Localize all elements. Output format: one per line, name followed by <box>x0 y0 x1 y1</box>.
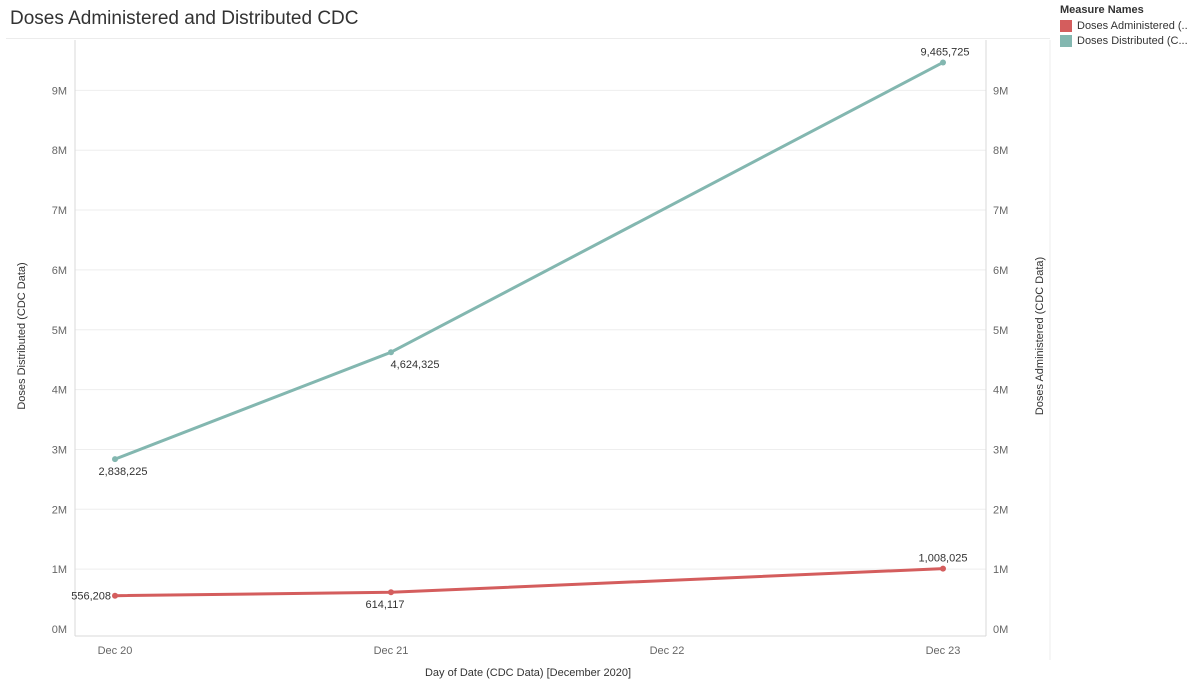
legend-item-administered[interactable]: Doses Administered (... <box>1060 20 1196 32</box>
y-tick-label-right: 7M <box>993 205 1008 217</box>
data-point <box>388 589 394 596</box>
y-tick-label-right: 9M <box>993 85 1008 97</box>
legend-swatch-administered <box>1060 20 1072 32</box>
legend-label-administered: Doses Administered (... <box>1077 20 1187 32</box>
y-tick-label-right: 6M <box>993 265 1008 277</box>
x-tick-label: Dec 23 <box>926 645 961 657</box>
y-tick-label-right: 8M <box>993 145 1008 157</box>
chart-title: Doses Administered and Distributed CDC <box>10 8 359 29</box>
y-axis-title-left: Doses Distributed (CDC Data) <box>16 262 28 409</box>
y-tick-label-left: 8M <box>52 145 67 157</box>
x-axis-title: Day of Date (CDC Data) [December 2020] <box>425 667 631 679</box>
x-tick-label: Dec 21 <box>374 645 409 657</box>
legend: Measure Names Doses Administered (... Do… <box>1060 4 1196 50</box>
data-label: 556,208 <box>71 591 111 603</box>
data-label: 614,117 <box>366 599 405 611</box>
data-point <box>940 59 946 66</box>
data-point <box>940 565 946 572</box>
y-tick-label-left: 2M <box>52 504 67 516</box>
x-tick-label: Dec 20 <box>98 645 133 657</box>
data-label: 9,465,725 <box>921 46 970 58</box>
legend-item-distributed[interactable]: Doses Distributed (C... <box>1060 35 1196 47</box>
y-tick-label-left: 4M <box>52 385 67 397</box>
y-tick-label-right: 1M <box>993 564 1008 576</box>
y-tick-label-left: 3M <box>52 444 67 456</box>
y-tick-label-right: 2M <box>993 504 1008 516</box>
x-tick-label: Dec 22 <box>650 645 685 657</box>
y-tick-label-right: 5M <box>993 325 1008 337</box>
y-axis-title-right: Doses Administered (CDC Data) <box>1034 257 1046 415</box>
series-line-distributed <box>114 61 944 461</box>
y-tick-label-left: 7M <box>52 205 67 217</box>
data-point <box>112 456 118 463</box>
title-divider <box>6 38 1050 39</box>
legend-title: Measure Names <box>1060 4 1144 16</box>
data-point <box>388 349 394 356</box>
legend-label-distributed: Doses Distributed (C... <box>1077 35 1187 47</box>
data-label: 2,838,225 <box>99 466 148 478</box>
series-line-administered <box>114 567 944 598</box>
legend-swatch-distributed <box>1060 35 1072 47</box>
data-label: 1,008,025 <box>919 553 968 565</box>
y-tick-label-left: 9M <box>52 85 67 97</box>
y-tick-label-left: 0M <box>52 624 67 636</box>
data-point <box>112 592 118 599</box>
y-tick-label-right: 4M <box>993 385 1008 397</box>
y-tick-label-left: 6M <box>52 265 67 277</box>
data-label: 4,624,325 <box>391 359 440 371</box>
y-tick-label-right: 3M <box>993 444 1008 456</box>
y-tick-label-left: 5M <box>52 325 67 337</box>
y-tick-label-right: 0M <box>993 624 1008 636</box>
y-tick-label-left: 1M <box>52 564 67 576</box>
